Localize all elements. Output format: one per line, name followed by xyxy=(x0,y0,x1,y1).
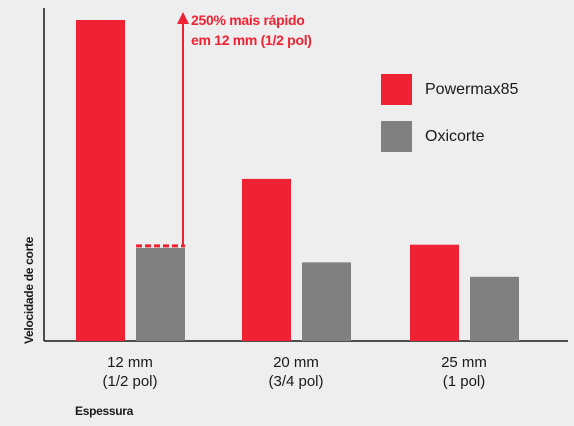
legend-swatch-powermax85 xyxy=(381,74,412,105)
annotation-line-2: em 12 mm (1/2 pol) xyxy=(191,32,312,48)
x-tick-label-12mm: 12 mm (1/2 pol) xyxy=(70,353,190,391)
y-axis-title: Velocidade de corte xyxy=(22,236,36,344)
bar-powermax85-12-mm xyxy=(76,20,125,341)
x-tick-label-25mm-line-1: 25 mm xyxy=(441,354,487,371)
x-tick-label-20mm-line-2: (3/4 pol) xyxy=(268,373,324,390)
annotation-line-1: 250% mais rápido xyxy=(191,12,305,28)
bar-powermax85-25-mm xyxy=(410,244,459,341)
x-tick-label-12mm-line-2: (1/2 pol) xyxy=(102,373,158,390)
x-tick-label-12mm-line-1: 12 mm xyxy=(107,354,153,371)
legend-swatch-oxicorte xyxy=(381,121,412,152)
annotation-arrowhead xyxy=(177,12,189,24)
x-axis-title: Espessura xyxy=(75,404,134,418)
legend-label-oxicorte: Oxicorte xyxy=(425,128,485,145)
bar-powermax85-20-mm xyxy=(242,178,291,341)
x-tick-label-25mm-line-2: (1 pol) xyxy=(442,373,486,390)
x-tick-label-20mm: 20 mm (3/4 pol) xyxy=(236,353,356,391)
bar-oxicorte-20-mm xyxy=(302,262,351,341)
bar-oxicorte-12-mm xyxy=(136,247,185,341)
annotation-text: 250% mais rápido em 12 mm (1/2 pol) xyxy=(191,10,312,50)
x-tick-label-25mm: 25 mm (1 pol) xyxy=(404,353,524,391)
legend-label-powermax85: Powermax85 xyxy=(425,81,519,98)
bar-oxicorte-25-mm xyxy=(470,276,519,341)
x-tick-label-20mm-line-1: 20 mm xyxy=(273,354,319,371)
